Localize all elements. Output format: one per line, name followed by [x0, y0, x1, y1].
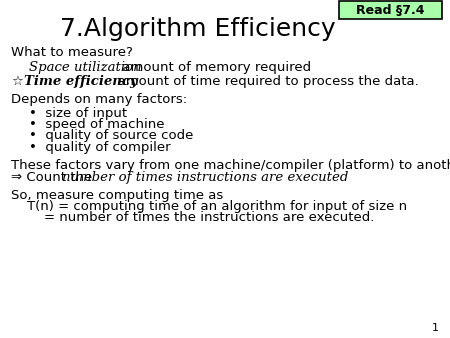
Text: •  quality of compiler: • quality of compiler: [29, 141, 171, 153]
Text: Depends on many factors:: Depends on many factors:: [11, 93, 187, 106]
Text: What to measure?: What to measure?: [11, 46, 133, 58]
Text: T(n) = computing time of an algorithm for input of size n: T(n) = computing time of an algorithm fo…: [27, 200, 407, 213]
Text: Space utilization: Space utilization: [29, 61, 142, 74]
Text: 7.Algorithm Efficiency: 7.Algorithm Efficiency: [60, 17, 336, 41]
Text: :    amount of memory required: : amount of memory required: [101, 61, 311, 74]
Text: ⇒ Count the: ⇒ Count the: [11, 171, 97, 184]
Text: •  size of input: • size of input: [29, 107, 127, 120]
Text: number of times instructions are executed: number of times instructions are execute…: [62, 171, 348, 184]
Text: •  speed of machine: • speed of machine: [29, 118, 165, 131]
Text: •  quality of source code: • quality of source code: [29, 129, 194, 142]
FancyBboxPatch shape: [339, 1, 442, 19]
Text: :     amount of time required to process the data.: : amount of time required to process the…: [92, 75, 419, 88]
Text: These factors vary from one machine/compiler (platform) to another: These factors vary from one machine/comp…: [11, 159, 450, 172]
Text: 1: 1: [432, 323, 439, 333]
Text: ☆: ☆: [11, 75, 23, 88]
Text: = number of times the instructions are executed.: = number of times the instructions are e…: [44, 211, 374, 224]
Text: Read §7.4: Read §7.4: [356, 4, 425, 17]
Text: So, measure computing time as: So, measure computing time as: [11, 189, 224, 201]
Text: Time efficiency: Time efficiency: [24, 75, 138, 88]
